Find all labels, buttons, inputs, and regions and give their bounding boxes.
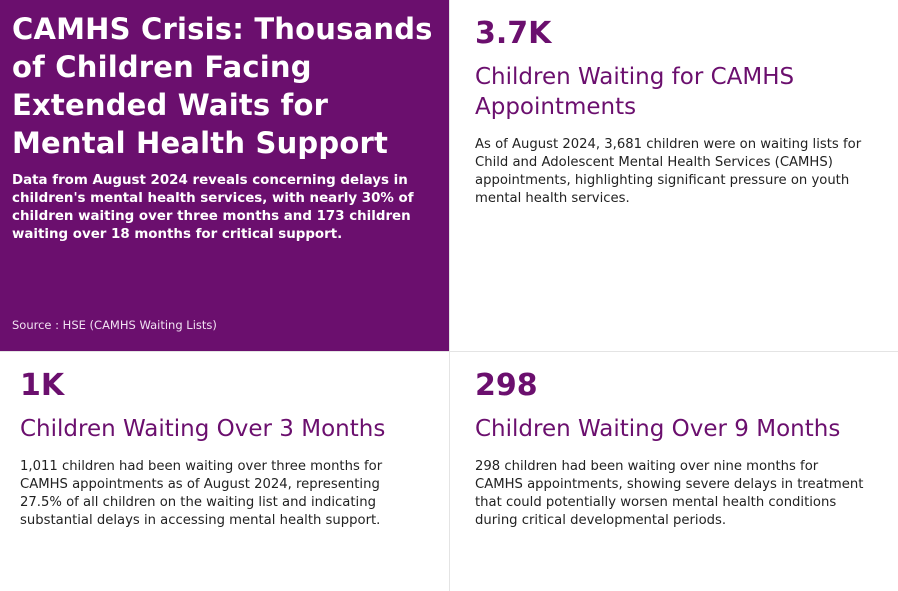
stat-description: 298 children had been waiting over nine … (475, 459, 864, 528)
source-note: Source : HSE (CAMHS Waiting Lists) (12, 318, 217, 332)
stat-metric: 3.7K (475, 16, 552, 51)
stat-title: Children Waiting Over 9 Months (475, 416, 841, 442)
stat-card-total-waiting: 3.7K Children Waiting for CAMHS Appointm… (450, 0, 898, 351)
stat-description: As of August 2024, 3,681 children were o… (475, 137, 862, 206)
stat-metric: 1K (20, 368, 65, 403)
stat-card-over-3-months: 1K Children Waiting Over 3 Months 1,011 … (0, 352, 449, 591)
stat-title: Children Waiting Over 3 Months (20, 416, 386, 442)
hero-panel: CAMHS Crisis: Thousands of Children Faci… (0, 0, 449, 351)
stat-card-over-9-months: 298 Children Waiting Over 9 Months 298 c… (450, 352, 898, 591)
page-subtitle: Data from August 2024 reveals concerning… (12, 173, 414, 242)
page-title: CAMHS Crisis: Thousands of Children Faci… (12, 12, 433, 160)
stat-metric: 298 (475, 368, 538, 403)
stat-description: 1,011 children had been waiting over thr… (20, 459, 383, 528)
vertical-divider (449, 0, 450, 591)
stat-title: Children Waiting for CAMHS Appointments (475, 64, 795, 120)
horizontal-divider (0, 351, 898, 352)
